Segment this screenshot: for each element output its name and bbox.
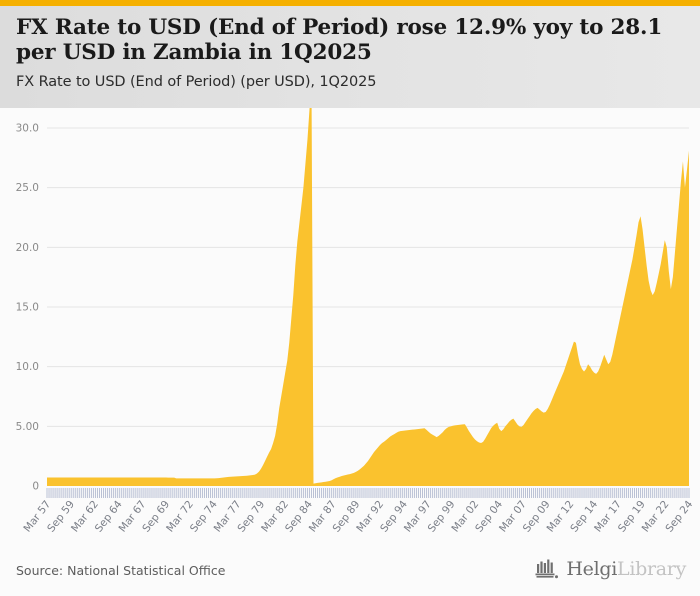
series-area-fill (47, 108, 689, 486)
y-axis-label: 10.0 (16, 361, 39, 373)
x-axis-tickmarks-group (46, 488, 690, 498)
y-axis-label: 30.0 (16, 123, 39, 135)
y-axis-labels-group: 0 5.00 10.0 15.0 20.0 25.0 30.0 (16, 123, 39, 493)
logo-wordmark: HelgiLibrary (566, 558, 686, 580)
y-axis-label: 15.0 (16, 302, 39, 314)
chart-header: FX Rate to USD (End of Period) rose 12.9… (0, 6, 700, 108)
bar-chart-building-icon (535, 559, 559, 579)
logo-library-text: Library (617, 558, 686, 580)
helgi-library-logo[interactable]: HelgiLibrary (534, 558, 686, 580)
top-accent-bar (0, 0, 700, 6)
chart-plot-area: 0 5.00 10.0 15.0 20.0 25.0 30.0 Mar 57 Sep 59 Ma… (0, 108, 700, 545)
logo-helgi-text: Helgi (566, 558, 618, 580)
y-axis-label: 20.0 (16, 242, 39, 254)
chart-subtitle: FX Rate to USD (End of Period) (per USD)… (16, 73, 377, 90)
chart-footer: Source: National Statistical Office Helg… (0, 545, 700, 596)
y-axis-label: 0 (32, 481, 39, 493)
y-axis-label: 5.00 (16, 421, 39, 433)
y-axis-label: 25.0 (16, 182, 39, 194)
page-title: FX Rate to USD (End of Period) rose 12.9… (16, 15, 663, 66)
source-note: Source: National Statistical Office (16, 563, 226, 578)
